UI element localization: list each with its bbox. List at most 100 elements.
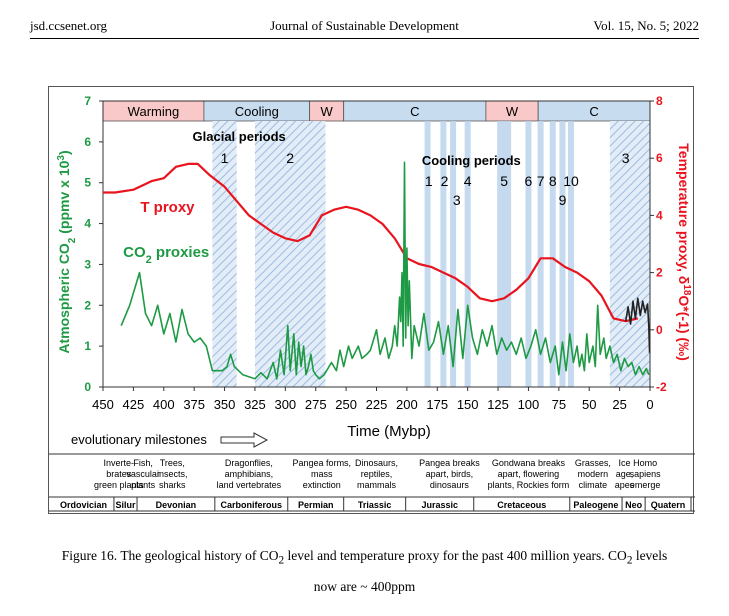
cooling-periods-title: Cooling periods [422,153,521,168]
cooling-period-bar [525,121,532,387]
milestone-text: vascular [126,469,160,479]
milestone-text: Fish, [133,458,153,468]
milestones-arrow-icon [220,432,269,448]
co2-label-part: CO [123,244,146,261]
cooling-period-number: 1 [425,173,433,189]
x-tick-label: 25 [612,397,626,412]
period-name: Cretaceous [497,500,546,510]
cooling-period-bar [424,121,431,387]
cooling-period-number: 2 [441,173,449,189]
milestone-text: emerge [630,480,661,490]
header-site: jsd.ccsenet.org [30,18,108,33]
glacial-period-number: 1 [221,150,229,166]
milestone-text: Ice [618,458,630,468]
milestone-text: land vertebrates [217,480,282,490]
x-axis-label: Time (Mybp) [347,423,431,440]
co2-label-sub: 2 [146,254,152,266]
milestone-text: sapiens [630,469,662,479]
climate-band-label: C [410,104,419,119]
cooling-period-bar [450,121,457,387]
co2-label-part: proxies [152,244,210,261]
x-tick-label: 50 [582,397,596,412]
milestone-text: Trees, [160,458,185,468]
milestone-text: mass [311,469,333,479]
glacial-period-region [609,121,650,387]
co2-proxies-label: CO2 proxies [123,244,209,266]
x-tick-label: 225 [366,397,388,412]
milestone-text: mammals [357,480,397,490]
y-right-label-part: Temperature proxy, δ [676,143,692,284]
x-tick-label: 0 [646,397,653,412]
x-tick-label: 200 [396,397,418,412]
glacial-period-region [212,121,237,387]
y-right-tick-label: 6 [656,151,663,165]
y-right-tick-label: 4 [656,208,663,222]
cooling-period-number: 7 [537,173,545,189]
glacial-period-number: 2 [286,150,294,166]
y-left-label-sup: 3 [56,155,67,161]
y-left-tick-label: 4 [84,217,91,231]
x-tick-label: 425 [123,397,145,412]
milestone-text: insects, [157,469,188,479]
y-right-label-part: O*(-1) (‰) [676,295,692,360]
milestone-text: amphibians, [225,469,274,479]
milestone-text: age, [616,469,634,479]
period-name: Silur [115,500,136,510]
y-left-tick-label: 7 [84,94,91,108]
cooling-period-number: 6 [525,173,533,189]
cooling-period-number: 5 [500,173,508,189]
header-volume: Vol. 15, No. 5; 2022 [593,18,699,33]
y-right-tick-label: 0 [656,323,663,337]
period-name: Jurassic [421,500,458,510]
x-tick-label: 75 [552,397,566,412]
milestone-text: apes [615,480,635,490]
milestone-text: Dragonflies, [225,458,273,468]
cooling-period-bar [559,121,566,387]
milestone-text: green plants [94,480,144,490]
climate-band-label: C [589,104,598,119]
y-left-tick-label: 2 [84,298,91,312]
x-tick-label: 125 [487,397,509,412]
milestone-text: sharks [159,480,186,490]
milestones-title: evolutionary milestones [71,432,207,447]
cooling-period-bar [464,121,471,387]
figure-frame: Warming Cooling W C W C 0 1 2 3 4 5 6 7 -2 0 2 4 6 8 450 425… [48,86,695,514]
climate-band-label: W [321,104,334,119]
milestone-text: plants [131,480,156,490]
t-proxy-label: T proxy [140,199,195,216]
period-name: Ordovician [60,500,107,510]
period-name: Neo [625,500,643,510]
period-name: Devonian [156,500,197,510]
x-tick-label: 400 [153,397,175,412]
cooling-period-number: 3 [453,192,461,208]
milestone-text: extinction [303,480,341,490]
milestone-text: Grasses, [575,458,611,468]
milestone-text: apart, birds, [426,469,474,479]
milestone-text: climate [579,480,608,490]
cooling-period-number: 4 [464,173,472,189]
x-tick-label: 450 [92,397,114,412]
milestone-text: reptiles, [361,469,393,479]
series-line-ice-core-co2 [624,297,651,353]
milestone-text: Gondwana breaks [492,458,566,468]
cooling-period-bar [549,121,556,387]
y-left-label-part: ) [56,150,72,155]
milestone-text: Pangea forms, [293,458,352,468]
y-left-tick-label: 1 [84,339,91,353]
milestone-text: Homo [633,458,657,468]
milestone-text: plants, Rockies form [488,480,570,490]
milestone-text: Inverte- [104,458,135,468]
y-left-label-part: Atmospheric CO [56,243,72,354]
milestone-text: Dinosaurs, [355,458,398,468]
period-name: Carboniferous [221,500,283,510]
y-left-tick-label: 6 [84,135,91,149]
x-tick-label: 175 [426,397,448,412]
y-left-tick-label: 5 [84,176,91,190]
cooling-period-bar [567,121,574,387]
y-right-tick-label: 2 [656,266,663,280]
y-right-label-sup: 18 [682,284,693,296]
series-line-co2-proxies [120,161,650,380]
cooling-period-bar [537,121,544,387]
cooling-period-number: 10 [563,173,579,189]
climate-band-label: W [506,104,519,119]
